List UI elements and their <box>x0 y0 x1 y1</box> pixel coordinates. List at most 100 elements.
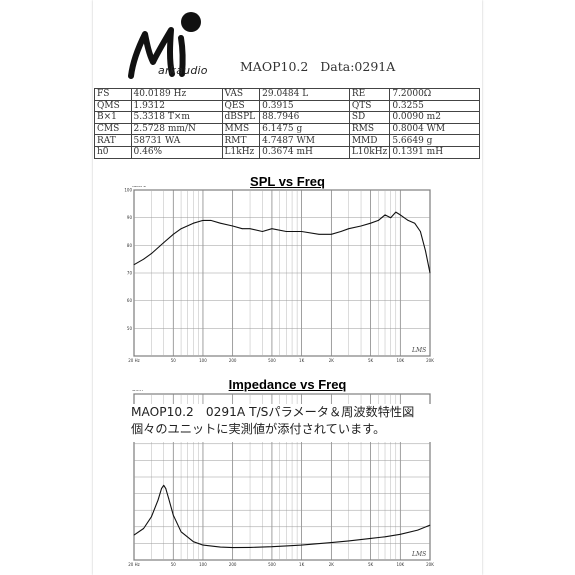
data-point <box>399 533 401 535</box>
param-key: dBSPL <box>221 111 261 124</box>
data-point <box>318 233 320 235</box>
data-point <box>429 524 431 526</box>
x-tick-label: 200 <box>229 562 237 567</box>
param-key: RMT <box>221 134 261 147</box>
x-tick-label: 50 <box>171 562 177 567</box>
x-tick-label: 1K <box>299 562 305 567</box>
param-value: 5.6649 g <box>389 134 480 147</box>
lms-watermark: LMS <box>411 347 426 354</box>
y-tick-label: 80 <box>127 243 133 248</box>
parameter-table: FS 40.0189 Hz VAS 29.0484 L RE 7.2000Ω QMS 1.93… <box>94 88 480 159</box>
param-value: 0.0090 m2 <box>389 111 480 124</box>
data-point <box>360 225 362 227</box>
model-data-line: MAOP10.2 Data:0291A <box>240 59 395 74</box>
data-point <box>285 545 287 547</box>
x-tick-label: 200 <box>229 358 237 363</box>
data-point <box>384 536 386 538</box>
param-key: RAT <box>94 134 132 147</box>
param-key: QMS <box>94 99 132 113</box>
data-point <box>168 498 170 499</box>
data-point <box>378 220 379 221</box>
data-point <box>133 534 135 536</box>
data-point <box>150 253 152 255</box>
data-point <box>210 220 212 221</box>
japanese-caption: MAOP10.2 0291A T/Sパラメータ＆周波数特性図 個々のユニットに実… <box>131 404 431 442</box>
data-point <box>202 220 204 221</box>
x-tick-label: 10K <box>396 562 404 567</box>
data-point <box>161 488 162 490</box>
data-point <box>249 228 251 230</box>
impedance-chart-title: Impedance vs Freq <box>228 377 347 392</box>
y-tick-label: 70 <box>127 271 133 276</box>
param-value: 0.46% <box>130 145 223 159</box>
x-tick-label: 500 <box>268 358 276 363</box>
param-key: MMD <box>348 134 391 147</box>
data-point <box>340 231 342 232</box>
data-point <box>384 214 386 216</box>
caption-line-2: 個々のユニットに実測値が添付されています。 <box>131 422 386 436</box>
param-key: QES <box>221 99 261 113</box>
x-tick-label: 500 <box>268 562 276 567</box>
param-value: 0.3915 <box>259 99 350 113</box>
param-value: 0.8004 WM <box>389 122 480 136</box>
x-tick-label: 100 <box>199 562 207 567</box>
data-point <box>348 228 350 230</box>
data-point <box>133 264 135 266</box>
param-key: SD <box>348 111 391 124</box>
x-tick-label: 2K <box>329 562 335 567</box>
param-value: 0.3674 mH <box>259 145 350 159</box>
data-point <box>219 222 221 224</box>
param-key: CMS <box>94 122 132 136</box>
param-row: FS 40.0189 Hz VAS 29.0484 L RE 7.2000Ω <box>94 88 480 101</box>
model-name: MAOP10.2 <box>240 59 309 74</box>
x-tick-label: 20K <box>426 358 434 363</box>
lms-watermark: LMS <box>411 551 426 558</box>
data-point <box>143 258 144 260</box>
param-value: 4.7487 WM <box>259 134 350 147</box>
param-row: B×1 5.3318 T×m dBSPL 88.7946 SD 0.0090 m2 <box>94 111 480 124</box>
param-key: VAS <box>221 88 261 101</box>
data-point <box>285 231 287 232</box>
data-point <box>193 222 194 224</box>
data-point <box>180 228 182 230</box>
data-point <box>390 217 392 219</box>
data-point <box>249 546 251 548</box>
param-value: 40.0189 Hz <box>130 88 223 101</box>
data-point <box>348 540 350 542</box>
x-tick-label: 20 Hz <box>128 358 139 363</box>
x-tick-label: 20 Hz <box>128 562 139 567</box>
param-key: RMS <box>348 122 391 136</box>
data-point <box>420 231 421 232</box>
y-tick-label: 50 <box>127 326 133 331</box>
param-key: QTS <box>348 99 391 113</box>
data-point <box>271 546 273 548</box>
data-point <box>202 544 204 546</box>
y-tick-label: 90 <box>127 215 133 220</box>
param-value: 7.2000Ω <box>389 88 480 101</box>
data-point <box>429 272 431 274</box>
data-code: Data:0291A <box>320 59 396 74</box>
data-point <box>157 499 159 501</box>
data-point <box>232 225 234 227</box>
x-tick-label: 5K <box>368 358 374 363</box>
param-key: RE <box>348 88 391 101</box>
param-value: 0.3255 <box>389 99 480 113</box>
x-tick-label: 5K <box>368 562 374 567</box>
data-point <box>172 514 174 516</box>
data-point <box>399 214 401 216</box>
param-value: 88.7946 <box>259 111 350 124</box>
x-tick-label: 20K <box>426 562 434 567</box>
param-key: FS <box>94 88 132 101</box>
y-axis-label: Ohm <box>132 390 143 393</box>
data-point <box>163 242 165 243</box>
x-tick-label: 1K <box>299 358 305 363</box>
data-point <box>330 233 332 235</box>
param-row: h0 0.46% L1kHz 0.3674 mH L10kHz 0.1391 mH <box>94 145 480 159</box>
data-point <box>370 538 371 539</box>
data-point <box>425 250 426 252</box>
y-tick-label: 60 <box>127 298 133 303</box>
data-point <box>271 228 273 230</box>
data-point <box>143 528 144 529</box>
x-tick-label: 10K <box>396 358 404 363</box>
param-value: 2.5728 mm/N <box>130 122 223 136</box>
